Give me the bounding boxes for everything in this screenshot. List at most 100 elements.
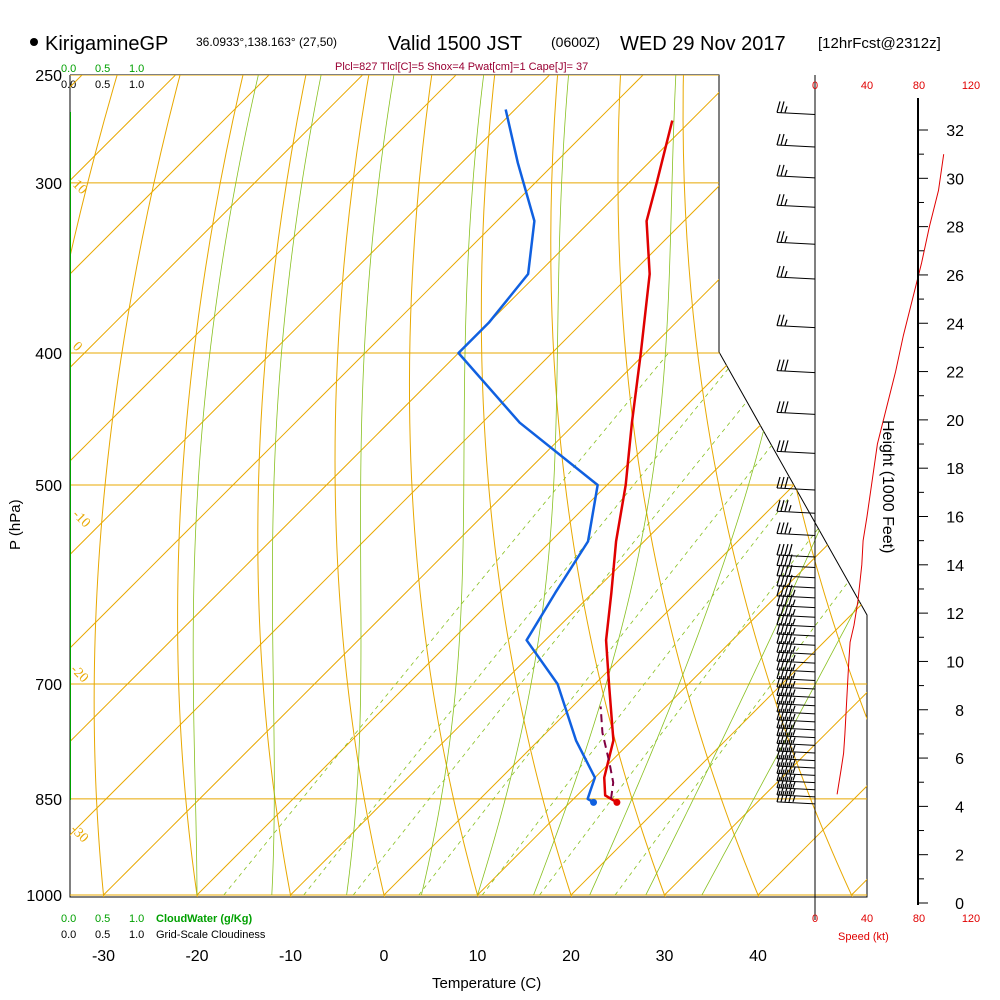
y-axis-label: P (hPa)	[7, 499, 24, 550]
wind-barb-full	[776, 101, 781, 113]
height-tick-label: 0	[955, 896, 964, 913]
isotherm-line	[70, 75, 668, 896]
wind-barb-half	[792, 713, 796, 721]
dewpoint-line	[457, 109, 599, 804]
wind-barb-full	[776, 543, 781, 556]
cloudwater-title: CloudWater (g/Kg)	[156, 913, 252, 925]
wind-barb-full	[788, 658, 793, 671]
moist-adiabat-line	[533, 75, 677, 896]
wind-barb-staff	[776, 605, 816, 609]
mixing-ratio-line	[352, 352, 787, 896]
cloud-bottom-black: 0.0 0.5 1.0 Grid-Scale Cloudiness	[61, 929, 266, 941]
isotherm-label: 30	[837, 539, 858, 560]
header-valid: Valid 1500 JST	[388, 33, 522, 55]
isotherm-label: -10	[69, 507, 93, 531]
wind-barb-full	[776, 554, 781, 566]
pressure-label: 850	[35, 792, 62, 809]
wind-barb-staff	[776, 565, 816, 569]
isotherm-label: 0	[717, 232, 733, 248]
wind-barb-staff	[776, 642, 816, 646]
wind-barb-full	[780, 754, 785, 767]
wind-barb-full	[788, 675, 793, 688]
wind-barb-full	[788, 790, 793, 803]
wind-barb-full	[776, 401, 781, 413]
isotherm-line	[570, 75, 867, 896]
wind-barb-full	[776, 164, 781, 177]
height-tick-label: 24	[946, 316, 964, 333]
wind-barb-full	[776, 314, 781, 326]
wind-barb-full	[788, 776, 793, 788]
wind-barb-full	[776, 584, 781, 597]
speed-title: Speed (kt)	[838, 931, 889, 943]
wind-barb-full	[784, 762, 789, 774]
dry-adiabat-line	[933, 51, 1000, 924]
mixing-ratio-label: 12	[526, 897, 546, 917]
height-tick-label: 12	[946, 606, 964, 623]
isotherm-label: 20	[785, 452, 806, 473]
wind-barb-full	[776, 564, 781, 576]
wind-barb-staff	[776, 575, 816, 579]
wind-barb-full	[780, 708, 785, 721]
wind-barb-full	[784, 700, 789, 713]
moist-adiabat-line	[192, 75, 259, 896]
wind-barb-half	[792, 767, 796, 774]
wind-barb-staff	[776, 554, 816, 558]
wind-barb-half	[788, 527, 792, 534]
wind-barb-full	[788, 754, 793, 767]
header-site: KirigamineGP	[45, 33, 168, 55]
wind-barb-staff	[776, 276, 816, 280]
x-axis-ticks: -30 -20 -10 0 10 20 30 40	[92, 948, 767, 965]
wind-barb-full	[788, 684, 793, 696]
isotherm-label: 10	[69, 177, 90, 198]
wind-barb-full	[776, 658, 781, 671]
isotherm-line	[70, 75, 200, 896]
speed-top-tick: 40	[861, 80, 873, 92]
wind-barb-full	[784, 724, 789, 736]
cloudiness-bottom-tick: 0.0	[61, 929, 76, 941]
wind-barbs	[776, 101, 816, 805]
wind-barb-full	[780, 359, 785, 371]
mixing-ratio-line	[614, 352, 867, 896]
height-tick-label: 26	[946, 268, 964, 285]
wind-barb-full	[780, 265, 785, 278]
dry-adiabat-line	[550, 75, 676, 897]
wind-barb-full	[780, 776, 785, 788]
isotherm-line	[290, 75, 867, 896]
cloudwater-top-tick: 0.0	[61, 63, 76, 75]
x-tick-label: 0	[380, 948, 389, 965]
wind-barb-full	[784, 359, 789, 371]
wind-barb-full	[776, 762, 781, 774]
isotherm-line	[383, 75, 867, 896]
wind-barb-full	[784, 790, 789, 803]
height-tick-label: 30	[946, 171, 964, 188]
wind-barb-full	[788, 632, 793, 644]
wind-barb-half	[792, 618, 796, 625]
wind-barb-full	[780, 231, 785, 243]
wind-barb-full	[788, 724, 793, 736]
wind-barb-half	[792, 654, 796, 662]
wind-barb-full	[788, 554, 793, 566]
wind-barb-full	[788, 762, 793, 774]
wind-barb-staff	[776, 533, 816, 537]
wind-barb-full	[780, 732, 785, 744]
wind-barb-staff	[776, 624, 816, 628]
wind-barb-half	[792, 627, 796, 635]
wind-barb-half	[784, 138, 788, 146]
wind-barb-staff	[776, 487, 816, 491]
pressure-label: 1000	[26, 888, 62, 905]
height-tick-label: 8	[955, 703, 964, 720]
wind-barb-full	[780, 543, 785, 556]
wind-barb-staff	[776, 204, 816, 208]
wind-barb-full	[780, 769, 785, 781]
wind-barb-full	[780, 790, 785, 803]
height-axis-label: Height (1000 Feet)	[879, 420, 896, 553]
height-tick-label: 32	[946, 123, 964, 140]
wind-barb-full	[784, 684, 789, 696]
dry-adiabat-line	[93, 75, 187, 897]
wind-barb-full	[788, 667, 793, 679]
x-tick-label: -20	[185, 948, 208, 965]
wind-barb-full	[776, 359, 781, 371]
cloudiness-top-tick: 0.0	[61, 79, 76, 91]
